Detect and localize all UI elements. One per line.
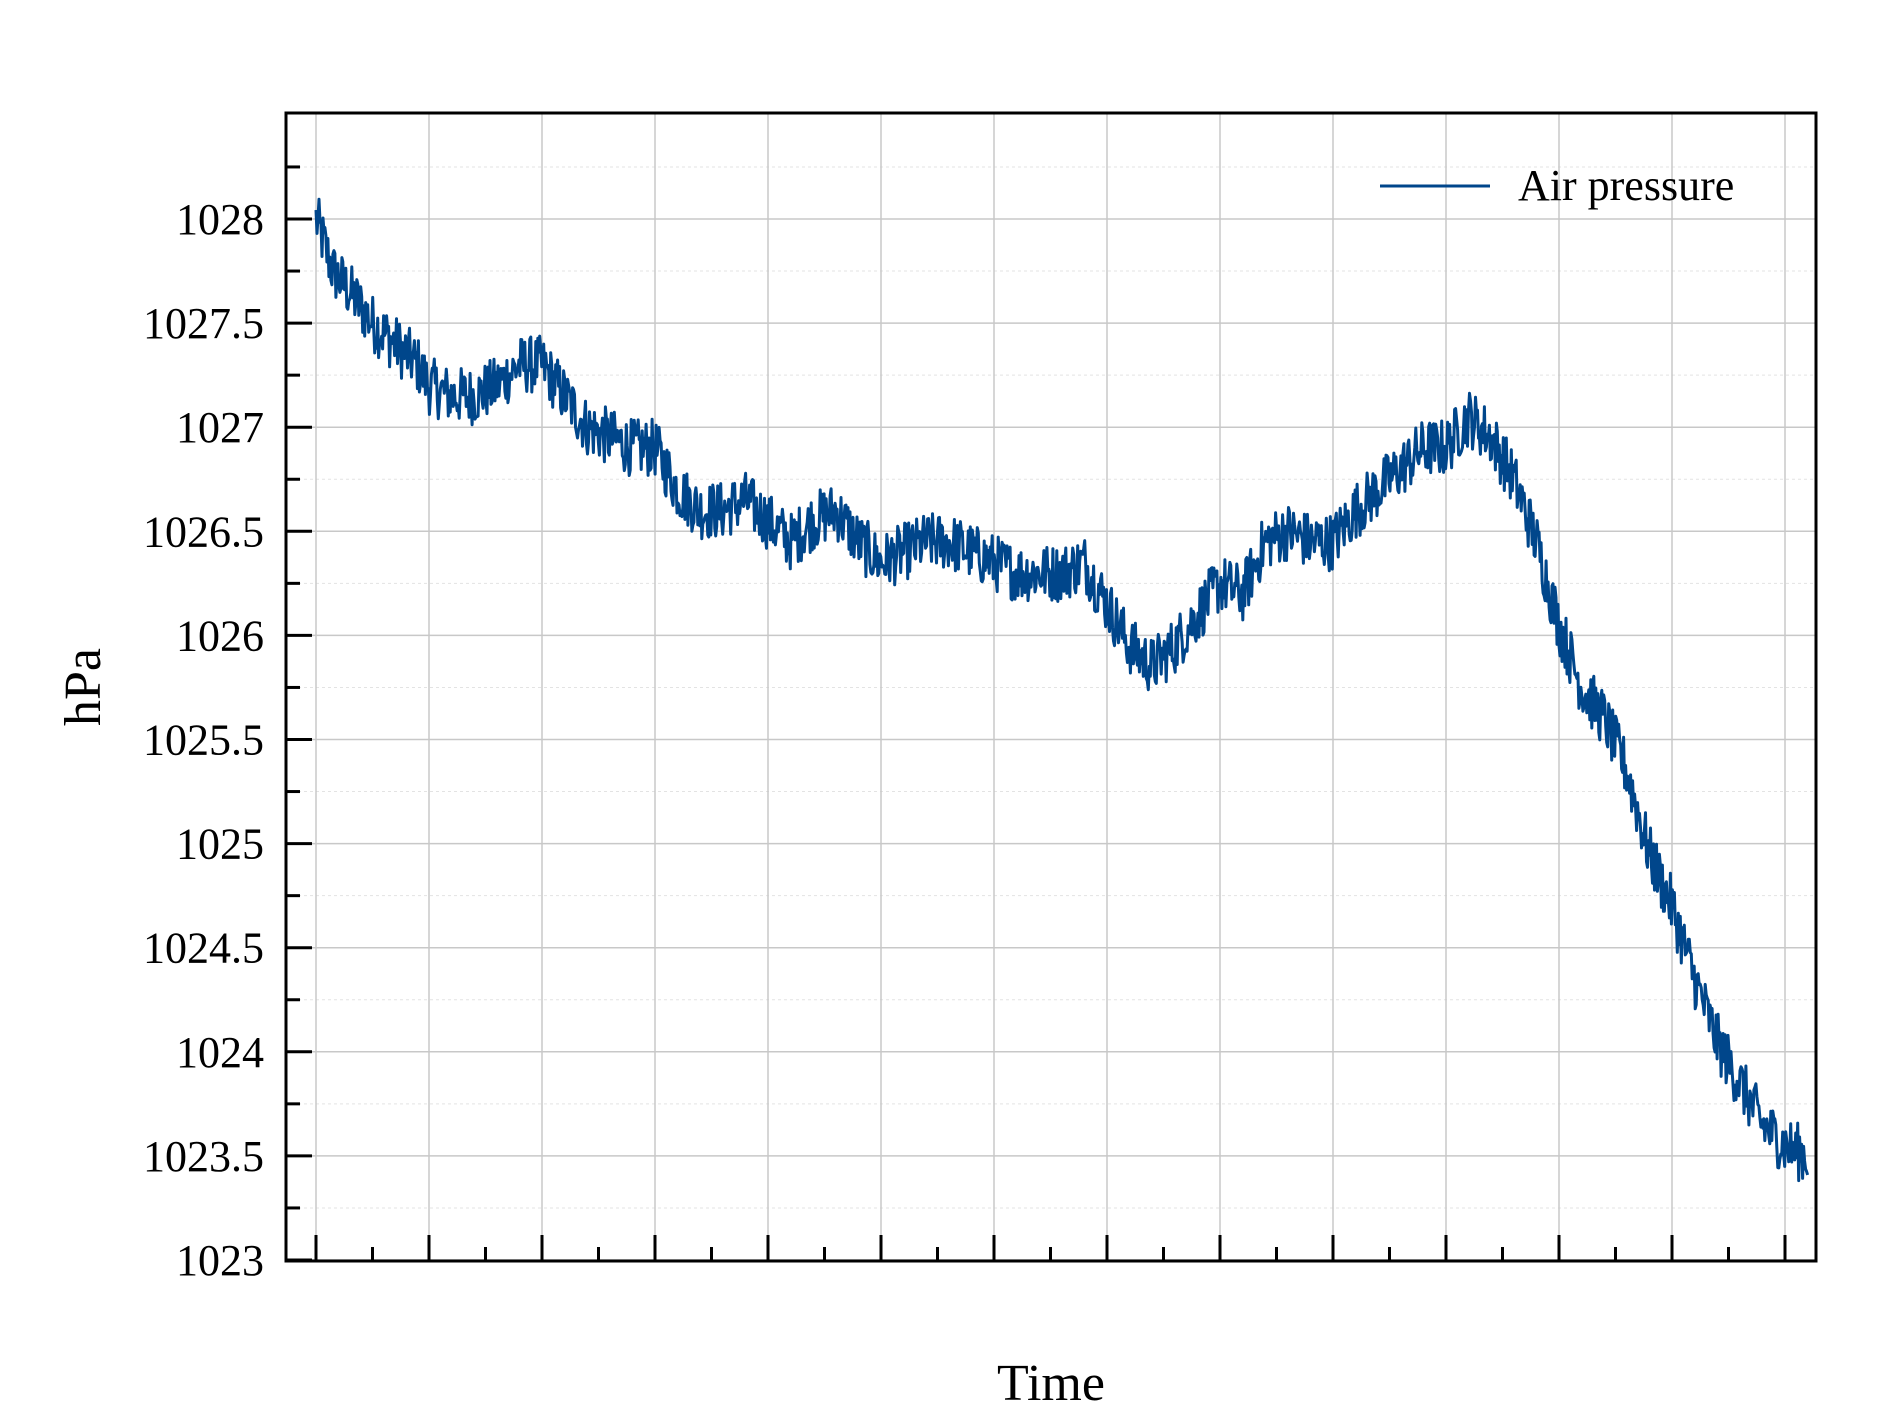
- y-tick-label: 1026: [176, 611, 264, 660]
- plot-frame: [284, 111, 1818, 1263]
- legend: Air pressure: [1380, 161, 1734, 210]
- legend-label-air-pressure: Air pressure: [1518, 161, 1734, 210]
- y-axis-tick-labels: 1023 1023.5 1024 1024.5 1025 1025.5 1026 1026.5…: [143, 195, 264, 1285]
- y-tick-label: 1027: [176, 403, 264, 452]
- y-tick-label: 1023.5: [143, 1132, 264, 1181]
- grid: [286, 113, 1816, 1261]
- series-line-air-pressure: [314, 197, 1810, 1183]
- y-tick-label: 1023: [176, 1236, 264, 1285]
- series-group: [314, 197, 1810, 1183]
- y-tick-label: 1024: [176, 1028, 264, 1077]
- y-tick-label: 1027.5: [143, 299, 264, 348]
- y-tick-label: 1024.5: [143, 924, 264, 973]
- x-axis-ticks: [314, 1235, 1787, 1261]
- y-tick-label: 1028: [176, 195, 264, 244]
- y-tick-label: 1025: [176, 820, 264, 869]
- y-axis-ticks: [286, 165, 312, 1262]
- y-tick-label: 1025.5: [143, 716, 264, 765]
- y-axis-label: hPa: [55, 648, 112, 726]
- x-axis-label: Time: [997, 1355, 1105, 1412]
- y-tick-label: 1026.5: [143, 507, 264, 556]
